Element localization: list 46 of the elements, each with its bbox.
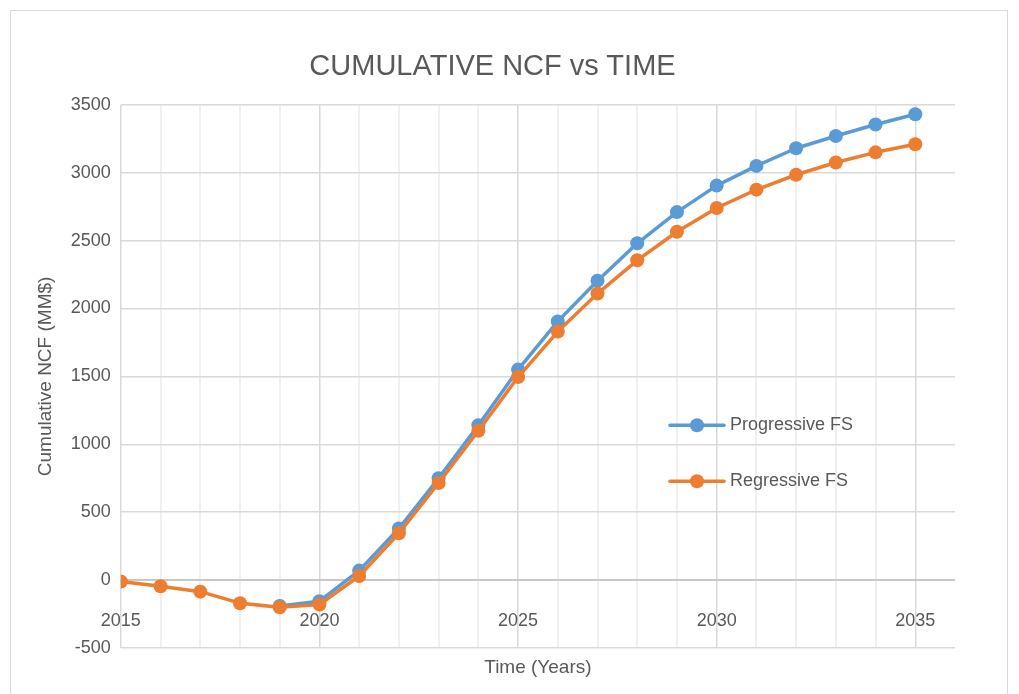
legend-label: Regressive FS (730, 470, 849, 491)
point (749, 182, 764, 197)
point (828, 155, 843, 170)
point (550, 324, 565, 339)
y-tick-label: 2500 (70, 229, 111, 250)
point (709, 178, 724, 193)
legend-label: Progressive FS (730, 414, 854, 435)
point (868, 145, 883, 160)
x-axis-title: Time (Years) (484, 656, 592, 678)
y-tick-label: 0 (100, 569, 111, 590)
point (789, 141, 804, 156)
point (193, 584, 208, 599)
point (590, 273, 605, 288)
point (908, 137, 923, 152)
point (709, 201, 724, 216)
point (590, 286, 605, 301)
y-tick-label: 1500 (70, 365, 111, 386)
point (153, 579, 168, 594)
y-tick-label: 500 (80, 501, 111, 522)
point (391, 526, 406, 541)
chart-title: CUMULATIVE NCF vs TIME (309, 49, 676, 82)
y-tick-label: 1000 (70, 433, 111, 454)
y-tick-label: 3000 (70, 161, 111, 182)
point (630, 253, 645, 268)
x-tick-label: 2030 (696, 609, 737, 630)
point (868, 117, 883, 132)
y-tick-label: 2000 (70, 297, 111, 318)
point (749, 158, 764, 173)
point (431, 476, 446, 490)
point (669, 224, 684, 239)
x-tick-label: 2020 (299, 609, 340, 630)
point (352, 569, 367, 584)
point (789, 167, 804, 182)
point (233, 596, 248, 611)
x-tick-label: 2015 (100, 609, 141, 630)
y-tick-label: 3500 (70, 93, 111, 114)
point (908, 107, 923, 122)
y-axis-title: Cumulative NCF (MM$) (33, 276, 55, 477)
point (511, 370, 526, 385)
y-tick-label: -500 (74, 636, 111, 657)
point (471, 423, 486, 438)
x-tick-label: 2035 (895, 609, 936, 630)
point (630, 236, 645, 251)
x-tick-label: 2025 (498, 609, 539, 630)
point (669, 205, 684, 220)
point (828, 129, 843, 144)
